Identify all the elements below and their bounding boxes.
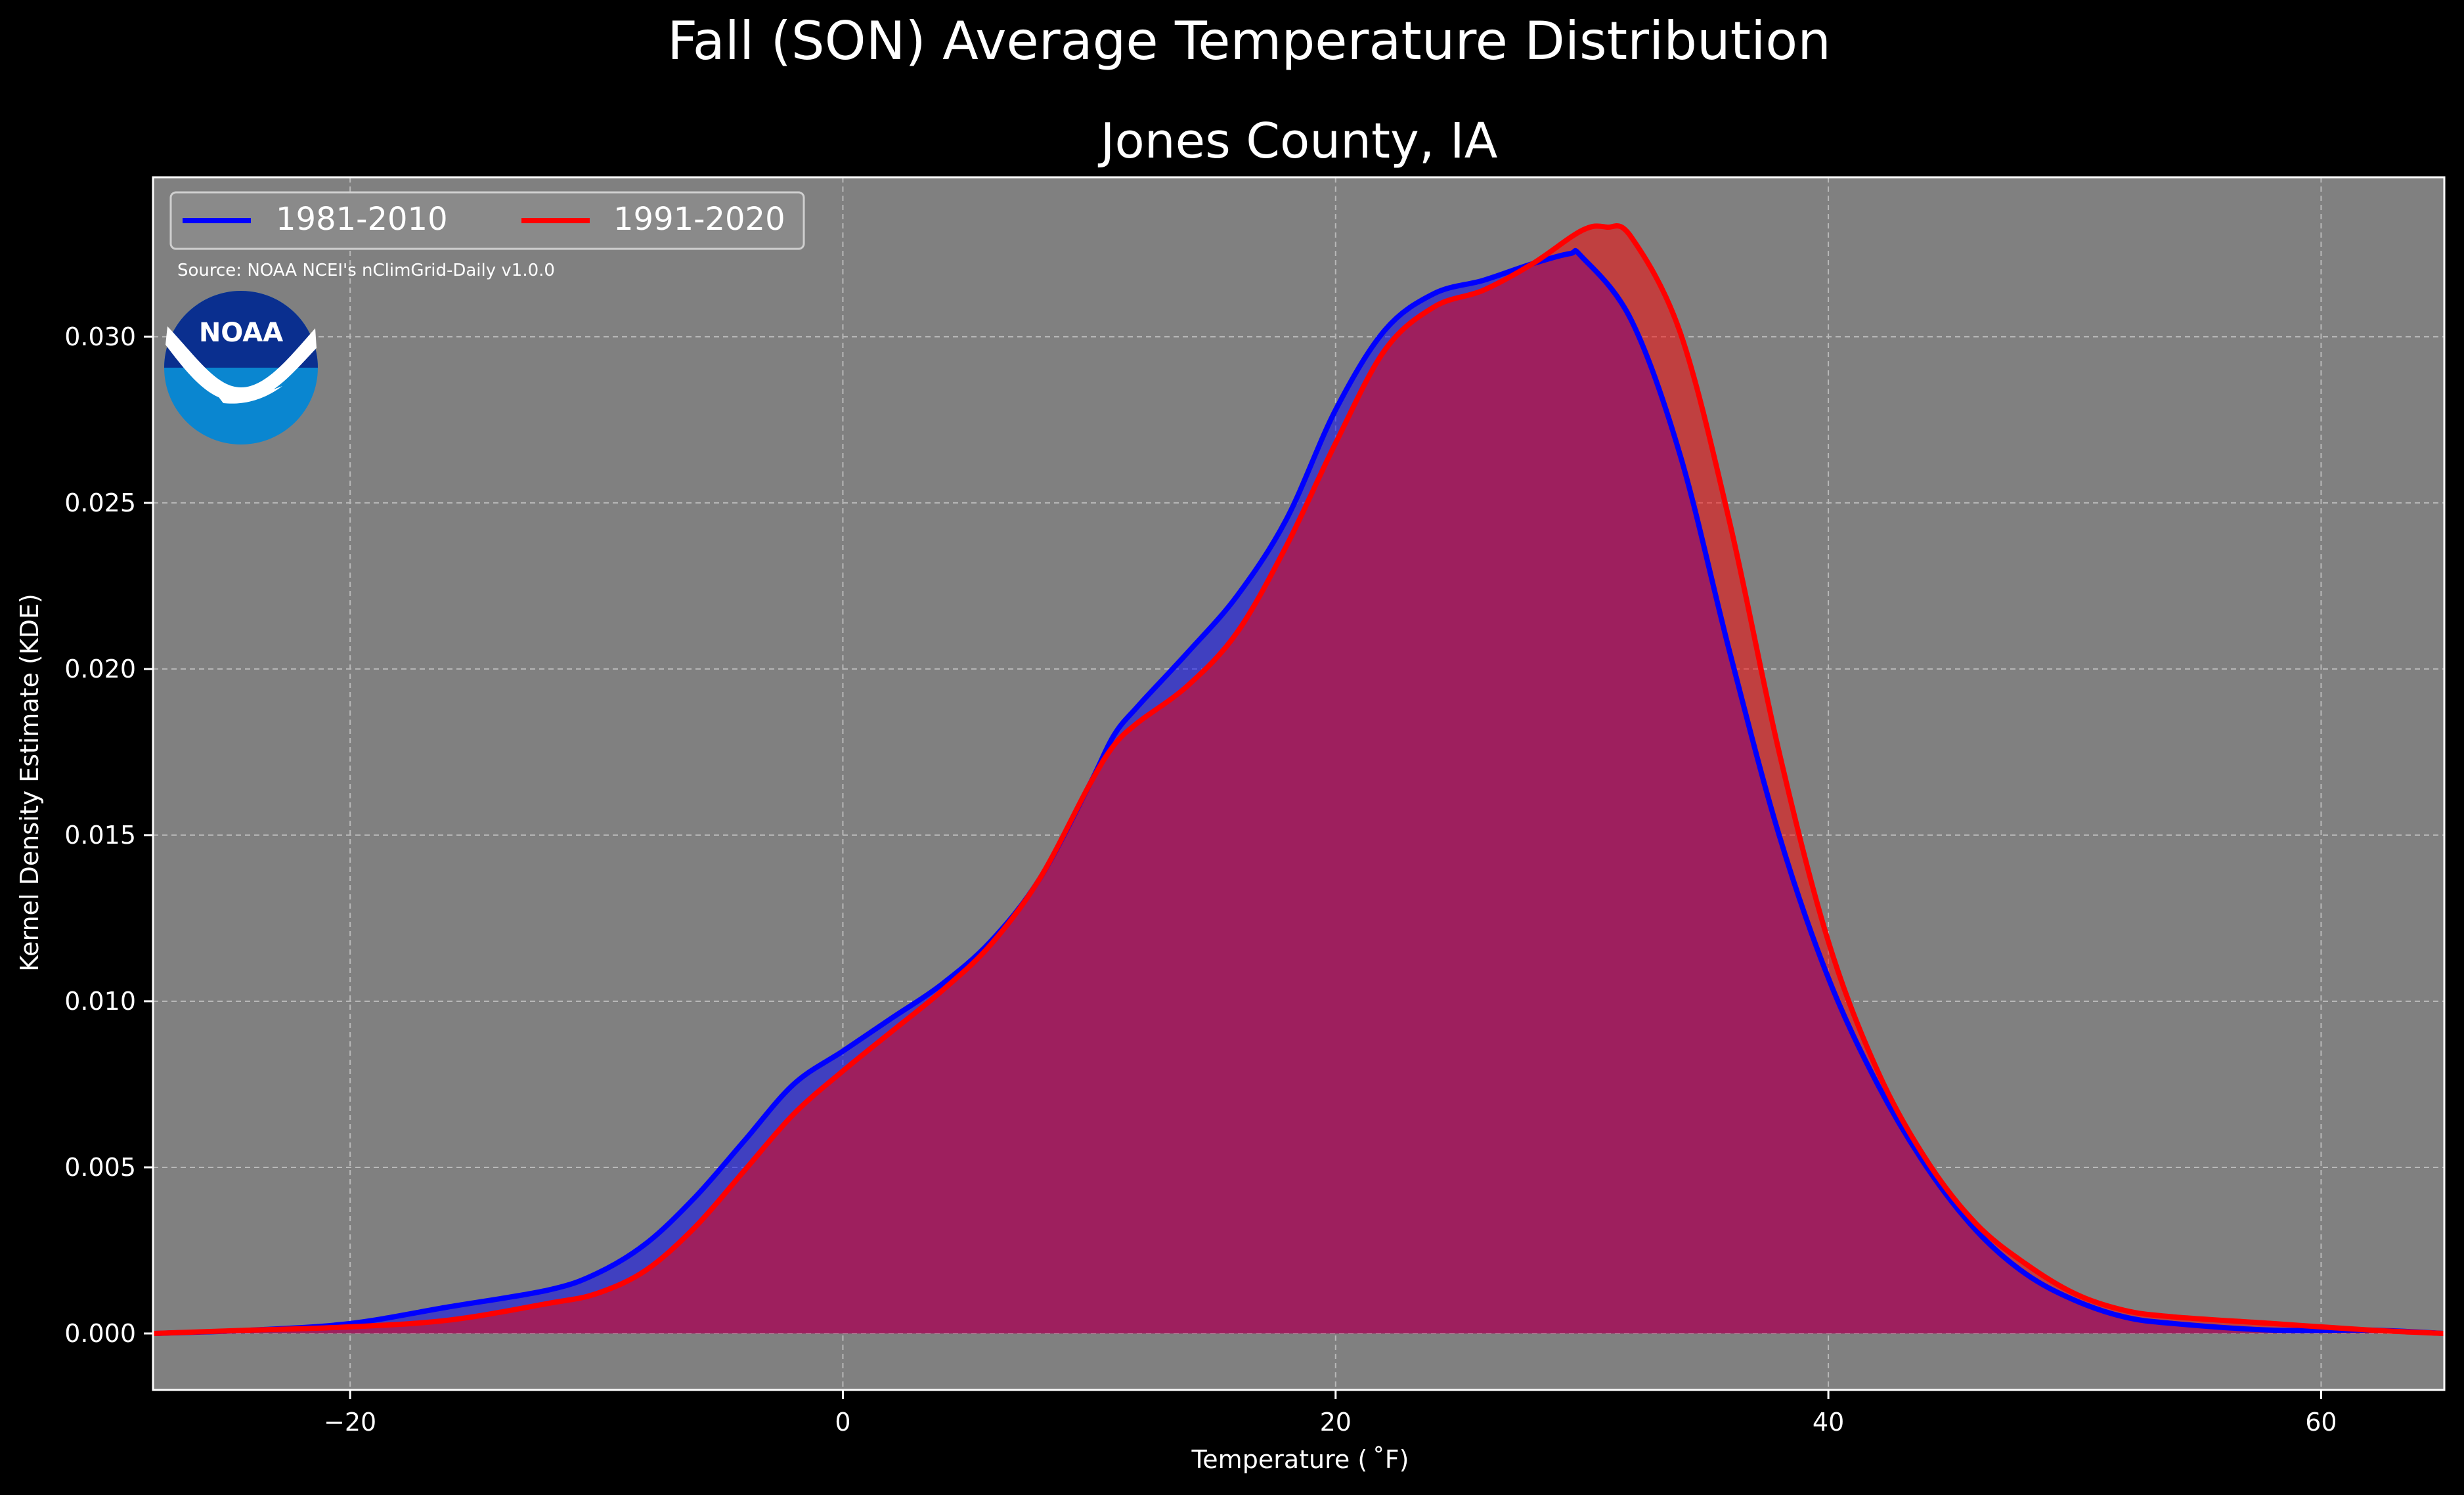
axes-frame [152, 176, 2446, 1391]
legend-box [169, 191, 805, 250]
y-tick-label: 0.015 [64, 821, 136, 850]
logo-upper-half [164, 291, 318, 368]
chart-title: Jones County, IA [1098, 113, 1498, 169]
y-tick-label: 0.000 [64, 1319, 136, 1348]
logo-gull-wings [165, 326, 317, 402]
x-tick-label: 60 [2305, 1408, 2337, 1437]
x-tick-label: 0 [835, 1408, 850, 1437]
x-tick-label: 40 [1813, 1408, 1844, 1437]
legend: 1981-2010 1991-2020 [169, 191, 805, 250]
chart-suptitle: Fall (SON) Average Temperature Distribut… [667, 11, 1831, 72]
noaa-logo: NOAA [164, 291, 318, 444]
x-axis-label: Temperature ( ˚F) [1191, 1445, 1409, 1474]
x-tick-label: −20 [324, 1408, 376, 1437]
line-1981-2010 [152, 248, 2445, 1336]
logo-gull-body [215, 386, 282, 404]
y-tick-label: 0.025 [64, 488, 136, 517]
y-tick-label: 0.005 [64, 1153, 136, 1182]
logo-text: NOAA [199, 318, 283, 348]
y-axis-label: Kernel Density Estimate (KDE) [15, 594, 44, 972]
x-tick-label: 20 [1320, 1408, 1352, 1437]
legend-label-1981-2010: 1981-2010 [276, 201, 448, 238]
source-note: Source: NOAA NCEI's nClimGrid-Daily v1.0… [177, 261, 555, 280]
legend-label-1991-2020: 1991-2020 [613, 201, 785, 238]
line-1991-2020 [152, 223, 2445, 1336]
plot-area: −20 0 20 40 60 0.000 0.005 0.010 0.015 0.020 0.025… [64, 176, 2446, 1437]
y-tick-label: 0.030 [64, 322, 136, 351]
y-tick-label: 0.010 [64, 987, 136, 1016]
area-overlap [153, 250, 2444, 1333]
y-tick-label: 0.020 [64, 655, 136, 683]
